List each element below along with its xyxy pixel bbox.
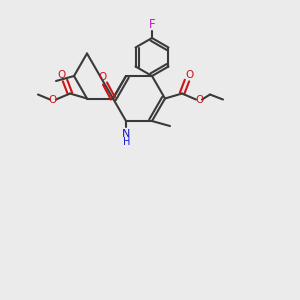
Text: O: O [58, 70, 66, 80]
Text: N: N [122, 129, 130, 139]
Text: H: H [123, 137, 131, 147]
Text: O: O [99, 71, 107, 82]
Text: O: O [49, 94, 57, 104]
Text: O: O [186, 70, 194, 80]
Text: O: O [195, 94, 203, 104]
Text: F: F [149, 19, 155, 32]
